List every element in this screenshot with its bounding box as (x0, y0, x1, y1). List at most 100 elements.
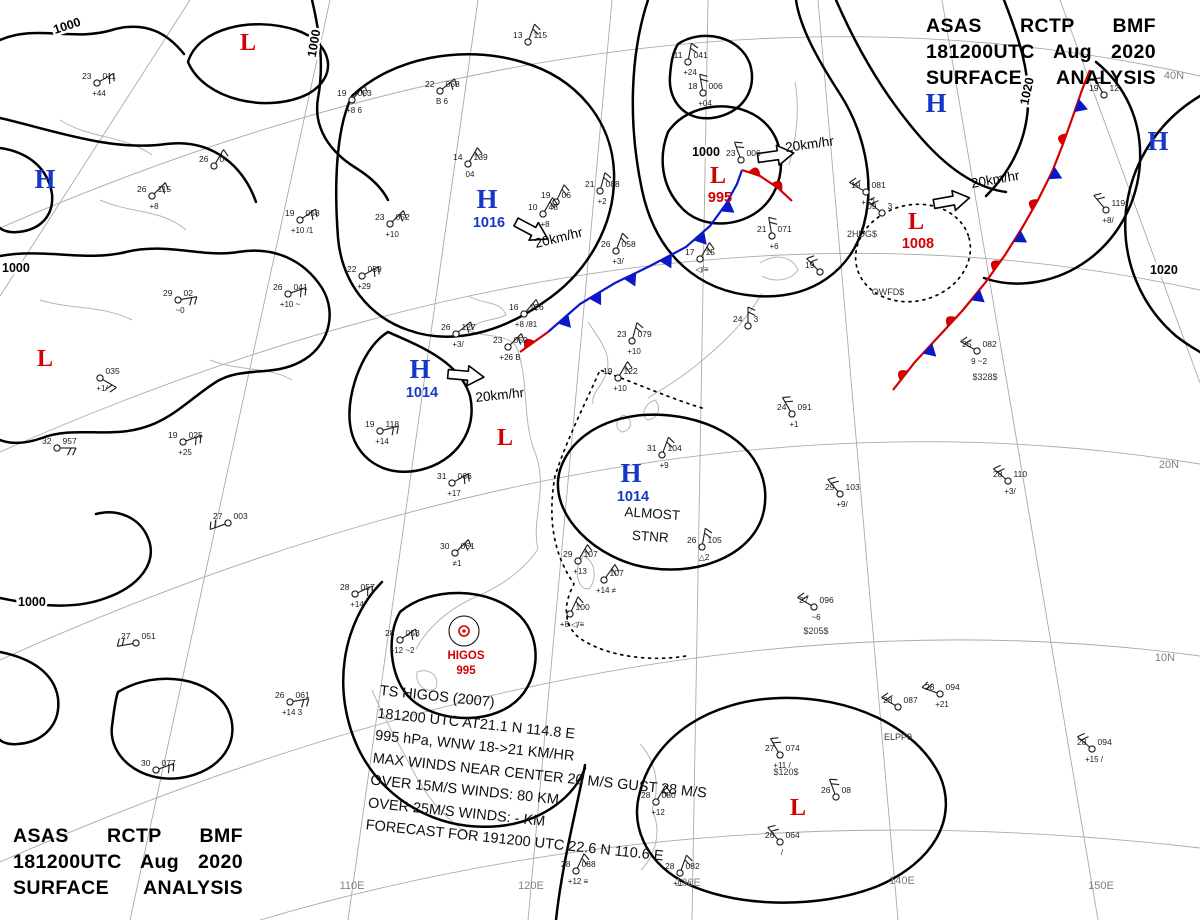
barb-feather (627, 361, 633, 369)
isobar-label: 1000 (692, 145, 720, 159)
barb-feather (1081, 736, 1089, 741)
station-extra: +44 (92, 89, 106, 98)
station-circle (504, 343, 512, 351)
station-pressure: 003 (234, 511, 248, 521)
barb-feather (581, 857, 588, 865)
coastline (576, 555, 595, 590)
station-temp: 26 (601, 239, 611, 249)
station-temp: 19 (603, 366, 613, 376)
station-circle (351, 590, 359, 598)
stationary-front-line (892, 69, 1092, 391)
station-extra: +04 (698, 99, 712, 108)
station-circle (358, 272, 366, 280)
barb-feather (121, 637, 125, 646)
station-extra: +3/ (1004, 487, 1016, 496)
station-extra: +8 (149, 202, 159, 211)
barb-feather (747, 311, 756, 316)
station-pressure: 127 (462, 322, 476, 332)
wind-barb (733, 141, 741, 158)
station-temp: 14 (453, 152, 463, 162)
wind-barb (632, 322, 638, 339)
station-temp: 29 (163, 288, 173, 298)
station-extra: +17 (447, 489, 461, 498)
wind-barb (302, 208, 316, 219)
station-plot: 27 051 (116, 631, 156, 647)
station-extra: +6 (769, 242, 779, 251)
wind-barb (290, 286, 307, 294)
station-pressure: 107 (610, 568, 624, 578)
station-plot: 10 48 +8 (528, 197, 558, 229)
station-extra: 04 (466, 170, 475, 179)
wind-barb (881, 697, 896, 706)
wind-barb (357, 585, 373, 594)
station-pressure: 035 (106, 366, 120, 376)
station-circle (600, 576, 608, 584)
station-circle (572, 867, 580, 875)
low-pressure-center: L (37, 346, 53, 372)
station-pressure: 041 (694, 50, 708, 60)
station-temp: 23 (82, 71, 92, 81)
wind-barb (99, 73, 114, 82)
station-temp: 23 (375, 212, 385, 222)
station-pressure: 082 (686, 861, 700, 871)
station-plot: 27 096 ~6 (797, 592, 834, 622)
barb-feather (684, 859, 691, 866)
wind-barb (579, 544, 588, 559)
station-temp: 26 (199, 154, 209, 164)
barb-feather (622, 232, 629, 240)
barb-feather (167, 765, 170, 774)
barb-feather (662, 789, 669, 797)
station-plot: 11 041 +24 (674, 42, 708, 77)
station-extra: +15 / (1085, 755, 1104, 764)
station-extra: +10 (627, 347, 641, 356)
station-circle (862, 188, 870, 196)
station-pressure: 088 (606, 179, 620, 189)
station-circle (836, 490, 844, 498)
station-plot: 26 127 +3/ (441, 321, 476, 349)
station-temp: 26 (137, 184, 147, 194)
station-pressure: 08 (842, 785, 852, 795)
coastline (415, 345, 541, 650)
station-circle (464, 160, 472, 168)
station-pressure: 061 (296, 690, 310, 700)
high-pressure-center: H (620, 458, 641, 488)
barb-feather (1096, 81, 1106, 84)
coastline (99, 199, 187, 231)
wind-barb (185, 434, 202, 442)
coastline (416, 670, 438, 691)
station-circle (448, 479, 456, 487)
barb-feather (809, 258, 818, 263)
station-pressure: 118 (386, 419, 400, 429)
station-temp: 28 (993, 469, 1003, 479)
coastline (643, 399, 659, 421)
station-pressure: 02 (184, 288, 194, 298)
wind-barb (454, 473, 469, 482)
station-circle (744, 322, 752, 330)
arrow-shape (932, 189, 971, 212)
barb-feather (993, 464, 1001, 470)
station-extra: ~0 (175, 306, 185, 315)
isobar (668, 34, 754, 120)
station-plot: 035 +1/ (96, 366, 120, 393)
barb-feather (782, 396, 791, 399)
station-circle (699, 89, 707, 97)
station-plot: 28 094 +21 (921, 681, 960, 709)
barb-feather (926, 683, 933, 690)
station-circle (768, 232, 776, 240)
station-plot: 18 006 +04 (688, 73, 723, 108)
station-circle (286, 698, 294, 706)
station-pressure: 139 (474, 152, 488, 162)
barb-feather (105, 384, 113, 391)
station-pressure: 082 (983, 339, 997, 349)
barb-feather (666, 441, 673, 448)
station-plot: 28 057 +14 (340, 582, 375, 609)
station-pressure: 957 (63, 436, 77, 446)
motion-arrow (932, 189, 971, 212)
chart-datetime: 181200UTC Aug 2020 (13, 851, 243, 873)
coastline (587, 321, 609, 405)
station-circle (936, 690, 944, 698)
barb-feather (363, 85, 369, 93)
station-plot: 119 +8/ (1093, 192, 1125, 225)
wind-barb (382, 425, 399, 431)
station-pressure: 104 (668, 443, 682, 453)
